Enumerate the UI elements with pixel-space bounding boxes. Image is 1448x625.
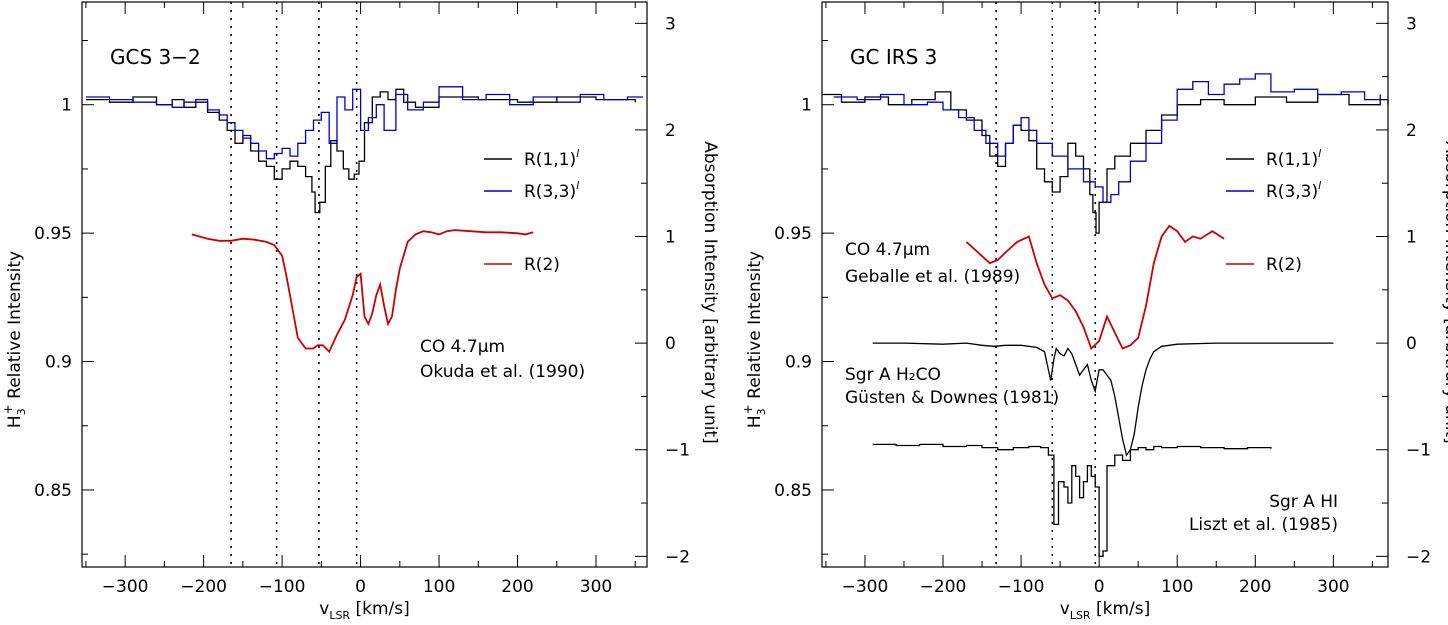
legend-label-sup: l	[576, 147, 579, 160]
plot-frame	[81, 1, 648, 568]
y-right-tick-label: 1	[1406, 228, 1417, 248]
legend-label-text: R(3,3)	[524, 182, 576, 202]
annotation-line-1: CO 4.7μm	[845, 240, 930, 260]
x-tick-label: 100	[423, 577, 455, 597]
legend-label: R(1,1)l	[524, 147, 579, 170]
x-tick-label: 300	[1317, 577, 1349, 597]
legend-label-sup: l	[576, 179, 579, 192]
x-tick-label: −200	[180, 577, 227, 597]
y-left-tick-label: 0.95	[774, 224, 812, 244]
series-r-3-3	[833, 73, 1381, 203]
y-right-tick-label: −2	[665, 547, 690, 567]
y-left-label-species: H	[5, 415, 25, 428]
panel-label: GCS 3−2	[110, 45, 201, 69]
legend-label: R(2)	[524, 255, 560, 275]
y-right-tick-label: 3	[1406, 14, 1417, 34]
x-axis-label: vLSR [km/s]	[1060, 599, 1151, 622]
x-axis-label-unit: [km/s]	[350, 599, 410, 619]
y-left-tick-label: 0.85	[34, 481, 72, 501]
annotation-line-1: Sgr A H₂CO	[845, 365, 941, 385]
y-right-tick-label: 2	[665, 121, 676, 141]
y-left-label-sup: +	[741, 404, 755, 414]
y-left-tick-label: 0.9	[785, 353, 812, 373]
y-right-tick-label: 3	[665, 14, 676, 34]
y-left-tick-label: 1	[61, 96, 72, 116]
y-right-tick-label: 0	[1406, 334, 1417, 354]
y-right-tick-label: −1	[1406, 441, 1431, 461]
x-tick-label: −100	[998, 577, 1045, 597]
x-tick-label: −300	[102, 577, 149, 597]
x-tick-label: 200	[1239, 577, 1271, 597]
y-left-tick-label: 0.9	[45, 353, 72, 373]
y-left-axis-label: H3+ Relative Intensity	[741, 251, 768, 428]
legend-label-sup: l	[1318, 179, 1321, 192]
x-axis-label-sub: LSR	[329, 609, 350, 622]
x-tick-label: 0	[1094, 577, 1105, 597]
y-left-tick-label: 0.95	[34, 224, 72, 244]
legend-label-text: R(2)	[1266, 255, 1302, 275]
legend-label: R(1,1)l	[1266, 147, 1321, 170]
x-tick-label: 200	[501, 577, 533, 597]
annotation-line-2: Okuda et al. (1990)	[420, 362, 585, 382]
legend-label: R(3,3)l	[1266, 179, 1321, 202]
y-left-label-sup: +	[1, 404, 15, 414]
annotation-line-1: Sgr A HI	[1269, 492, 1338, 512]
series-r-1-1	[85, 88, 636, 214]
series-r-1-1	[822, 91, 1389, 234]
chart-panel-1: −300 −200 −100 0 100 200 300 0.85 0.9 0.95 1 −2 −1 0 1…	[1, 1, 720, 622]
series-sgr-a-hi	[872, 443, 1272, 557]
x-axis-label: vLSR [km/s]	[319, 599, 410, 622]
x-axis-label-unit: [km/s]	[1091, 599, 1151, 619]
y-left-label-text: Relative Intensity	[745, 251, 765, 399]
annotation-line-1: CO 4.7μm	[420, 337, 505, 357]
legend-label-text: R(3,3)	[1266, 182, 1318, 202]
annotation-line-2: Liszt et al. (1985)	[1189, 515, 1338, 535]
y-right-tick-label: −1	[665, 441, 690, 461]
legend-label-text: R(2)	[524, 255, 560, 275]
y-right-tick-label: 2	[1406, 121, 1417, 141]
annotation-line-2: Güsten & Downes (1981)	[845, 388, 1059, 408]
plot-frame	[821, 1, 1389, 568]
legend-label-text: R(1,1)	[524, 150, 576, 170]
y-right-tick-label: 1	[665, 228, 676, 248]
y-left-label-sub: 3	[755, 408, 768, 415]
legend-label: R(3,3)l	[524, 179, 579, 202]
series-r-2	[965, 224, 1225, 351]
x-tick-label: −100	[259, 577, 306, 597]
x-tick-label: 300	[580, 577, 612, 597]
y-left-label-sub: 3	[15, 408, 28, 415]
y-left-label-text: Relative Intensity	[5, 251, 25, 399]
series-r-2	[191, 229, 534, 354]
y-left-tick-label: 0.85	[774, 481, 812, 501]
legend-label-sup: l	[1318, 147, 1321, 160]
y-left-label-species: H	[745, 415, 765, 428]
y-right-axis-label: Absorption Intensity [arbitrary unit]	[1441, 141, 1448, 443]
legend-label: R(2)	[1266, 255, 1302, 275]
x-axis-label-symbol: v	[1060, 599, 1070, 619]
x-tick-label: 0	[355, 577, 366, 597]
y-left-tick-label: 1	[801, 96, 812, 116]
x-tick-label: −200	[920, 577, 967, 597]
x-tick-label: −300	[842, 577, 889, 597]
y-right-tick-label: 0	[665, 334, 676, 354]
y-right-axis-label: Absorption Intensity [arbitrary unit]	[700, 141, 720, 443]
panel-label: GC IRS 3	[850, 45, 937, 69]
legend-label-text: R(1,1)	[1266, 150, 1318, 170]
y-right-tick-label: −2	[1406, 547, 1431, 567]
x-axis-label-symbol: v	[319, 599, 329, 619]
y-left-axis-label: H3+ Relative Intensity	[1, 251, 28, 428]
chart-panel-2: −300 −200 −100 0 100 200 300 0.85 0.9 0.95 1 −2 −1 0 1…	[741, 1, 1448, 622]
series-sgr-a-h-co	[872, 342, 1334, 457]
x-tick-label: 100	[1161, 577, 1193, 597]
series-r-3-3	[85, 86, 644, 160]
annotation-line-2: Geballe et al. (1989)	[845, 267, 1020, 287]
x-axis-label-sub: LSR	[1070, 609, 1091, 622]
